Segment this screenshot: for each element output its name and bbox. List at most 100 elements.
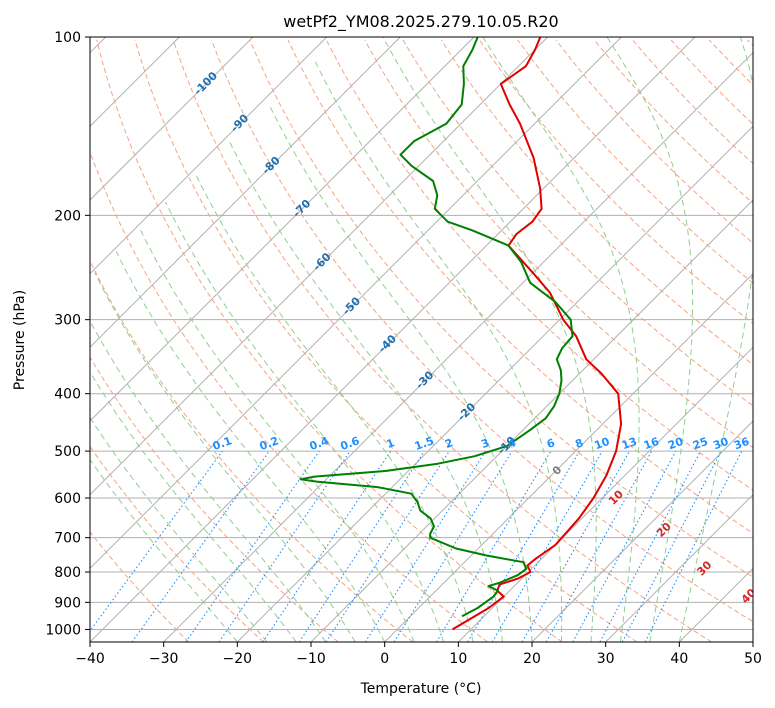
isotherm-line xyxy=(90,37,328,275)
mixing-ratio-label: 36 xyxy=(732,435,751,453)
y-axis: 100 200 300 400 500 600 700 800 900 1000 xyxy=(45,30,90,638)
x-tick-label: −40 xyxy=(75,651,105,667)
y-axis-label: Pressure (hPa) xyxy=(12,290,28,390)
moist-adiabat-line xyxy=(228,141,503,642)
dry-adiabat-line xyxy=(90,150,488,642)
dry-adiabat-line xyxy=(479,39,753,325)
mixing-ratio-line xyxy=(491,450,603,642)
moist-adiabat-line xyxy=(482,37,640,642)
dry-adiabat-line xyxy=(287,39,753,534)
mixing-ratio-line xyxy=(599,450,702,642)
mixing-ratio-line xyxy=(185,450,320,642)
y-tick-label: 100 xyxy=(54,30,81,46)
mixing-ratio-line xyxy=(521,450,630,642)
moist-adiabat-line xyxy=(194,173,474,642)
x-tick-label: 50 xyxy=(744,651,762,667)
x-tick-label: −10 xyxy=(296,651,326,667)
mixing-ratio-line xyxy=(298,450,425,642)
moist-adiabat-line xyxy=(165,201,445,642)
plot-frame xyxy=(89,36,754,643)
temperature-profile-line xyxy=(451,37,623,631)
dry-adiabat-line xyxy=(364,39,753,449)
mixing-ratio-line xyxy=(325,450,450,642)
dry-adiabat-line xyxy=(594,39,753,204)
mixing-ratio-label: 8 xyxy=(573,436,585,451)
mixing-ratio-line xyxy=(218,450,351,642)
dry-adiabat-line xyxy=(440,39,753,366)
moist-adiabat-label: 0 xyxy=(550,463,565,478)
moist-adiabat-line xyxy=(90,458,238,642)
mixing-ratio-label: 16 xyxy=(642,435,661,453)
mixing-ratio-label: 25 xyxy=(691,435,710,452)
mixing-ratio-line xyxy=(364,450,486,642)
isotherm-line xyxy=(90,37,549,496)
dry-adiabat-line xyxy=(747,39,753,47)
dry-adiabat-line xyxy=(134,39,638,642)
mixing-ratio-label: 4 xyxy=(506,436,518,451)
x-axis: −40 −30 −20 −10 0 10 20 30 40 50 xyxy=(75,642,762,667)
y-tick-label: 200 xyxy=(54,208,81,224)
line-labels: -100-90-80-70-60-50-40-30-20-100.1 0.2 0.4… xyxy=(191,69,759,606)
mixing-ratio-label: 1.5 xyxy=(413,434,436,453)
mixing-ratio-line xyxy=(644,450,743,642)
x-axis-label: Temperature (°C) xyxy=(360,681,482,697)
chart-title: wetPf2_YM08.2025.279.10.05.R20 xyxy=(283,12,558,32)
dry-adiabat-line xyxy=(90,259,414,642)
mixing-ratio-label: 20 xyxy=(666,435,685,453)
mixing-ratio-label: 6 xyxy=(545,436,557,451)
mixing-ratio-label: 0.6 xyxy=(339,434,362,453)
moist-adiabat-line xyxy=(268,104,533,642)
moist-adiabat-line xyxy=(606,37,694,642)
y-tick-label: 600 xyxy=(54,491,81,507)
dry-adiabat-line xyxy=(517,39,753,284)
mixing-ratio-line xyxy=(572,450,677,642)
moist-adiabat-line xyxy=(314,61,563,642)
dry-adiabat-line xyxy=(708,39,753,86)
isotherm-line xyxy=(605,493,753,642)
moist-adiabat-line xyxy=(139,227,415,642)
dry-adiabat-line xyxy=(402,39,753,407)
isotherm-line xyxy=(90,37,475,422)
moist-adiabat-label: 30 xyxy=(694,558,714,578)
mixing-ratio-label: 0.4 xyxy=(308,434,331,453)
isotherm-line xyxy=(90,37,401,349)
dry-adiabat-line xyxy=(172,39,712,642)
dry-adiabat-line xyxy=(632,39,753,165)
mixing-ratio-label: 10 xyxy=(593,435,612,453)
mixing-ratio-line xyxy=(435,450,552,642)
moist-adiabat-line xyxy=(94,272,356,642)
mixing-ratio-line xyxy=(262,450,392,642)
dry-adiabat-line xyxy=(96,39,563,642)
moist-adiabat-label: 10 xyxy=(606,487,626,507)
isotherm-line xyxy=(236,125,753,642)
mixing-ratio-label: 1 xyxy=(385,436,397,451)
moist-adiabat-line xyxy=(90,416,268,642)
x-tick-label: 20 xyxy=(523,651,541,667)
dry-adiabat-line xyxy=(325,39,753,491)
mixing-ratio-line xyxy=(545,450,653,642)
moist-adiabat-line xyxy=(90,370,297,642)
x-tick-label: −30 xyxy=(149,651,179,667)
mixing-ratio-label: 13 xyxy=(620,435,639,452)
y-tick-label: 500 xyxy=(54,444,81,460)
isotherm-line xyxy=(90,37,622,570)
isotherm-line xyxy=(457,346,753,642)
data-series xyxy=(299,37,623,631)
y-tick-label: 400 xyxy=(54,387,81,403)
mixing-ratio-label: 30 xyxy=(711,435,730,453)
moist-adiabat-label: 40 xyxy=(739,586,759,606)
isotherm-line xyxy=(163,51,753,642)
isotherm-line xyxy=(310,199,753,642)
dry-adiabat-line xyxy=(555,39,753,244)
isotherm-line xyxy=(678,567,753,642)
y-tick-label: 300 xyxy=(54,313,81,329)
x-tick-label: 10 xyxy=(449,651,467,667)
dewpoint-profile-line xyxy=(299,37,574,618)
y-tick-label: 800 xyxy=(54,565,81,581)
y-tick-label: 1000 xyxy=(45,622,81,638)
mixing-ratio-label: 3 xyxy=(479,436,491,451)
mixing-ratio-line xyxy=(90,450,223,632)
isotherm-line xyxy=(752,641,753,642)
isotherm-line xyxy=(90,37,254,201)
mixing-ratio-label: 0.1 xyxy=(211,434,234,453)
